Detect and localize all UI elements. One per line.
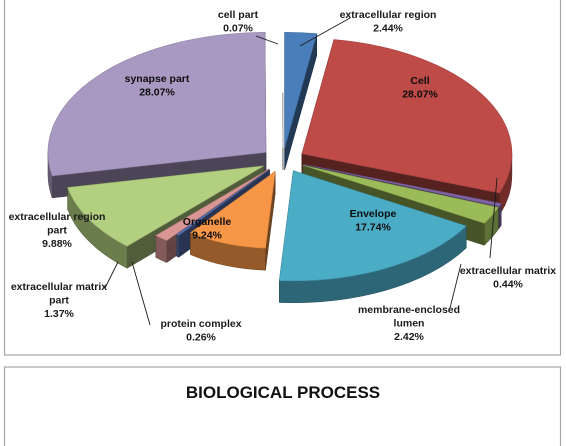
pie-slice [284,32,318,170]
leader-line [299,17,351,47]
leader-line [489,177,498,259]
slice-label: extracellular region 2.44% [340,9,437,35]
leader-line [104,261,119,289]
slice-label: extracellular matrix 0.44% [460,265,556,291]
leader-line [449,263,462,309]
slice-label: synapse part 28.07% [125,73,190,99]
slice-label: extracellular matrix part 1.37% [11,281,107,320]
chart-title-biological-process: BIOLOGICAL PROCESS [186,383,380,402]
pie-slice [189,170,276,271]
slice-label: Organelle 9.24% [183,216,232,242]
slice-labels: extracellular region 2.44% Cell 28.07% extra… [9,9,557,344]
leader-lines [104,17,498,326]
slice-label: Envelope 17.74% [350,208,397,234]
leader-line [255,35,279,45]
slice-label: membrane-enclosed lumen 2.42% [358,304,460,343]
slice-label: cell part 0.07% [218,9,259,35]
pie-slices [47,32,513,304]
chart-panel-border-2 [3,366,562,446]
leader-line [131,261,151,326]
slice-label: Cell 28.07% [402,75,438,101]
slice-label: protein complex 0.26% [160,318,241,344]
pie-slice [279,170,467,304]
slice-label: extracellular region part 9.88% [9,211,106,250]
